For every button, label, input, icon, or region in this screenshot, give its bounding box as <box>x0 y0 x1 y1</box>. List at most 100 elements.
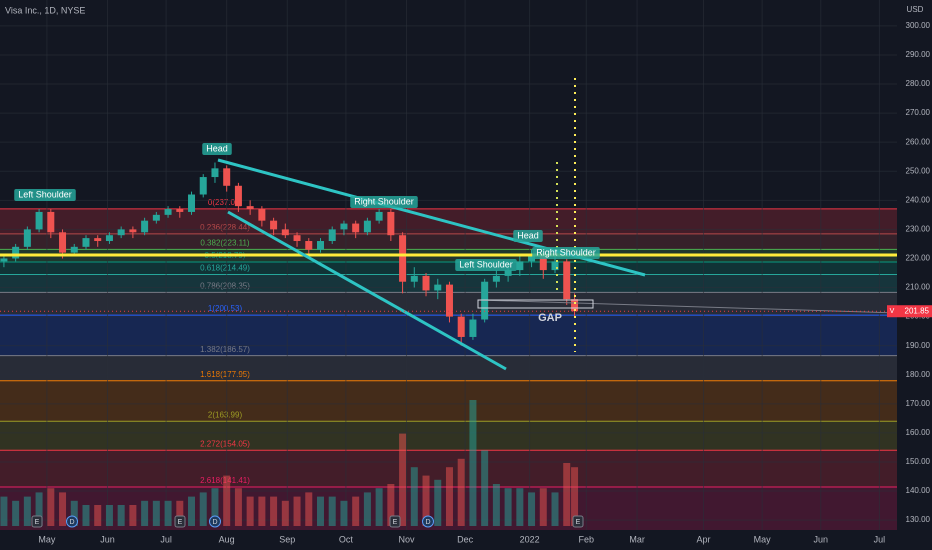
symbol-label: V <box>890 308 895 315</box>
candle-body <box>504 270 512 276</box>
volume-bar <box>105 505 113 526</box>
volume-bar <box>35 492 43 526</box>
fib-band <box>0 421 897 451</box>
candle-body <box>469 319 477 337</box>
volume-bar <box>469 400 477 526</box>
volume-bar <box>47 488 55 526</box>
candle-body <box>551 261 559 271</box>
y-tick-label: 270.00 <box>906 108 931 117</box>
x-tick-label: Sep <box>279 534 295 544</box>
volume-bar <box>316 496 324 526</box>
volume-bar <box>246 496 254 526</box>
volume-bar <box>82 505 90 526</box>
volume-bar <box>492 484 500 526</box>
volume-bar <box>504 488 512 526</box>
candle-body <box>387 211 395 236</box>
fib-label: 2(163.99) <box>208 410 243 419</box>
last-price-label: 201.85 <box>905 306 930 315</box>
candle-body <box>59 232 67 253</box>
volume-bar <box>363 492 371 526</box>
candle-body <box>234 185 242 207</box>
volume-bar <box>571 467 579 526</box>
y-tick-label: 260.00 <box>906 137 931 146</box>
x-tick-label: Jun <box>814 534 829 544</box>
event-icon <box>572 515 584 528</box>
candle-body <box>352 223 360 233</box>
y-tick-label: 300.00 <box>906 21 931 30</box>
candle-body <box>492 275 500 282</box>
event-label: D <box>212 519 217 526</box>
candle-body <box>316 241 324 250</box>
candle-body <box>281 229 289 236</box>
annotation-label: Left Shoulder <box>18 189 72 199</box>
fib-label: 1.382(186.57) <box>200 345 250 354</box>
axes: 130.00 140.00 150.00 160.00 170.00 180.00 190.… <box>0 21 932 544</box>
annotation-label: Head <box>517 230 539 240</box>
volume-bar <box>410 467 418 526</box>
volume-bar <box>258 496 266 526</box>
trend-line <box>477 299 898 314</box>
candle-body <box>94 238 102 242</box>
fib-band <box>0 355 897 381</box>
event-label: D <box>425 519 430 526</box>
fib-label: 2.272(154.05) <box>200 439 250 448</box>
volume-bar <box>445 467 453 526</box>
candle-body <box>12 246 20 259</box>
x-tick-label: May <box>38 534 56 544</box>
candle-body <box>152 214 160 221</box>
candles <box>0 162 579 346</box>
annotation-box <box>455 259 517 271</box>
x-tick-label: 2022 <box>520 534 540 544</box>
candle-body <box>117 229 125 236</box>
candle-body <box>571 299 579 312</box>
currency: USD <box>907 5 924 14</box>
volume-bar <box>340 500 348 526</box>
volume-bar <box>528 492 536 526</box>
volume-bar <box>59 492 67 526</box>
y-tick-label: 150.00 <box>906 457 931 466</box>
y-tick-label: 290.00 <box>906 50 931 59</box>
volume-bar <box>152 500 160 526</box>
candle-body <box>270 220 278 230</box>
volume-bar <box>422 475 430 526</box>
candle-body <box>528 255 536 262</box>
volume-bar <box>305 492 313 526</box>
event-icon <box>422 515 434 528</box>
candle-body <box>141 220 149 233</box>
candle-body <box>35 211 43 230</box>
gap-box <box>477 299 594 309</box>
volume-bar <box>12 500 20 526</box>
fib-label: 0.786(208.35) <box>200 281 250 290</box>
candle-body <box>516 261 524 271</box>
x-tick-label: Aug <box>219 534 235 544</box>
event-icon <box>389 515 401 528</box>
event-icon <box>174 515 186 528</box>
x-tick-label: Feb <box>579 534 595 544</box>
candle-body <box>563 261 571 300</box>
event-label: E <box>35 519 40 526</box>
candle-body <box>223 168 231 186</box>
fib-band <box>0 380 897 422</box>
annotation-label: Head <box>206 143 228 153</box>
annotation-label: Left Shoulder <box>459 259 513 269</box>
volume-bar <box>457 458 465 526</box>
price-axis <box>897 0 932 550</box>
x-tick-label: Apr <box>697 534 711 544</box>
fib-band <box>0 233 897 250</box>
candle-body <box>0 258 8 262</box>
volume-bar <box>23 496 31 526</box>
volume-bar <box>211 488 219 526</box>
volume-bar <box>328 496 336 526</box>
volume-bar <box>70 500 78 526</box>
event-icon <box>209 515 221 528</box>
volume-bar <box>481 450 489 526</box>
annotation-box <box>532 247 600 259</box>
candle-body <box>399 235 407 282</box>
annotation-box <box>350 196 418 208</box>
annotation-box <box>513 230 543 242</box>
candle-body <box>70 246 78 253</box>
y-tick-label: 180.00 <box>906 370 931 379</box>
volume-bar <box>0 496 8 526</box>
